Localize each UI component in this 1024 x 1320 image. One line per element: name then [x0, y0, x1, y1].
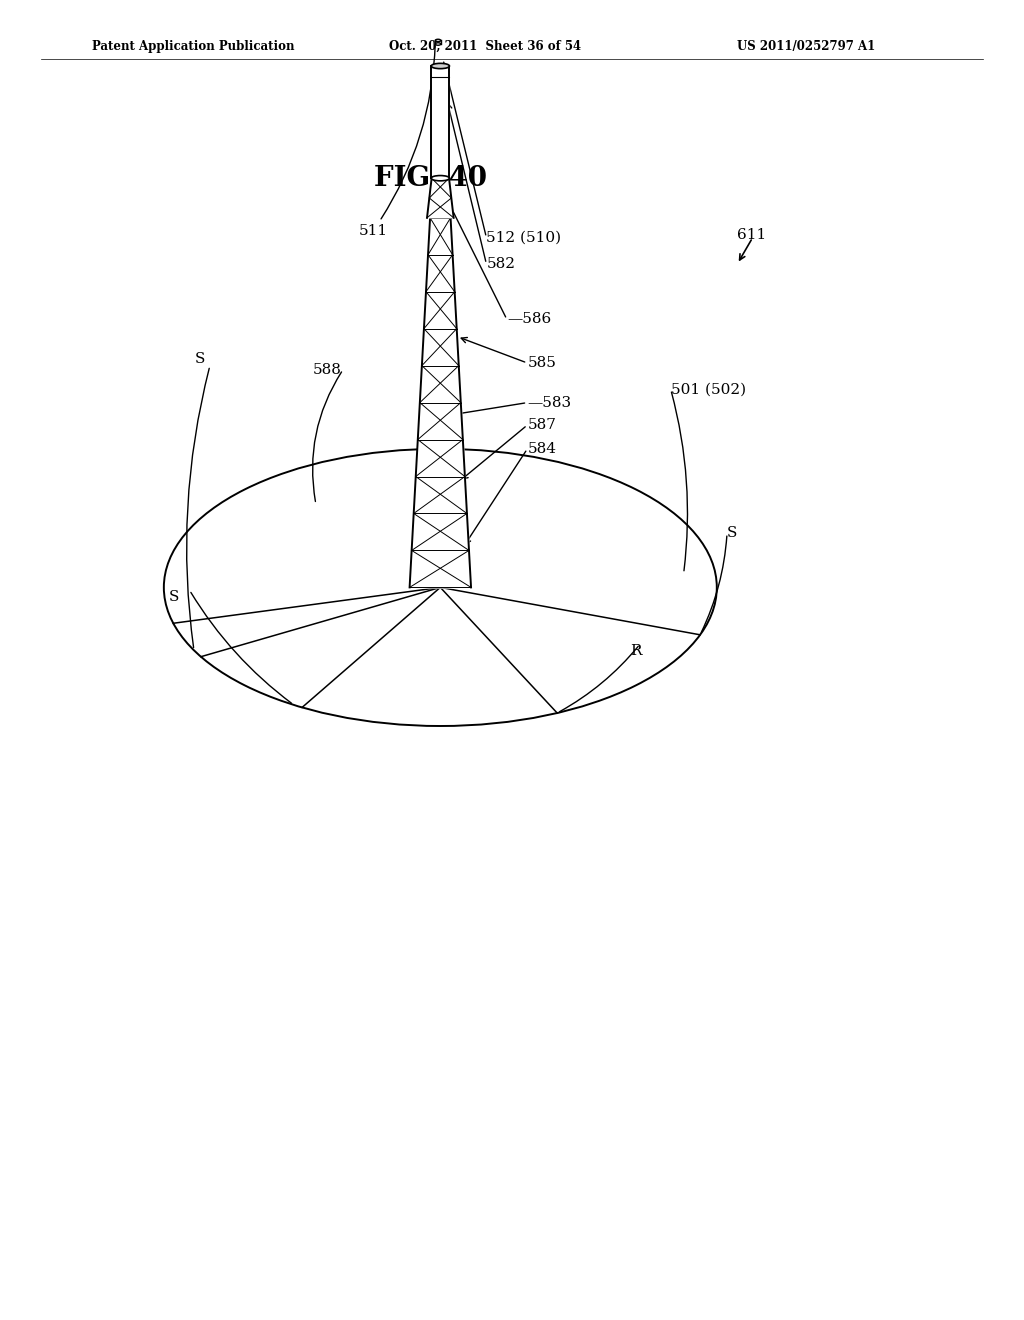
Text: S: S [169, 590, 179, 603]
Text: 587: 587 [527, 418, 556, 432]
Text: 501 (502): 501 (502) [671, 383, 745, 396]
Polygon shape [435, 41, 440, 44]
Text: 511: 511 [358, 44, 435, 238]
Ellipse shape [435, 40, 440, 42]
Ellipse shape [431, 63, 450, 69]
Text: S: S [195, 352, 205, 366]
Text: S: S [727, 527, 737, 540]
Text: 584: 584 [527, 442, 556, 455]
Text: US 2011/0252797 A1: US 2011/0252797 A1 [737, 40, 876, 53]
Text: 585: 585 [527, 356, 556, 370]
Text: Patent Application Publication: Patent Application Publication [92, 40, 295, 53]
Polygon shape [427, 178, 454, 218]
Text: FIG. 40: FIG. 40 [374, 165, 486, 191]
Text: Oct. 20, 2011  Sheet 36 of 54: Oct. 20, 2011 Sheet 36 of 54 [389, 40, 582, 53]
Ellipse shape [435, 42, 440, 45]
Text: —586: —586 [507, 313, 551, 326]
Ellipse shape [431, 176, 450, 181]
Text: 588: 588 [312, 363, 341, 376]
Text: 582: 582 [486, 257, 515, 271]
Text: 611: 611 [737, 228, 767, 242]
Text: —583: —583 [527, 396, 571, 409]
Polygon shape [431, 66, 450, 178]
Text: 512 (510): 512 (510) [486, 231, 561, 244]
Text: R: R [630, 644, 641, 657]
